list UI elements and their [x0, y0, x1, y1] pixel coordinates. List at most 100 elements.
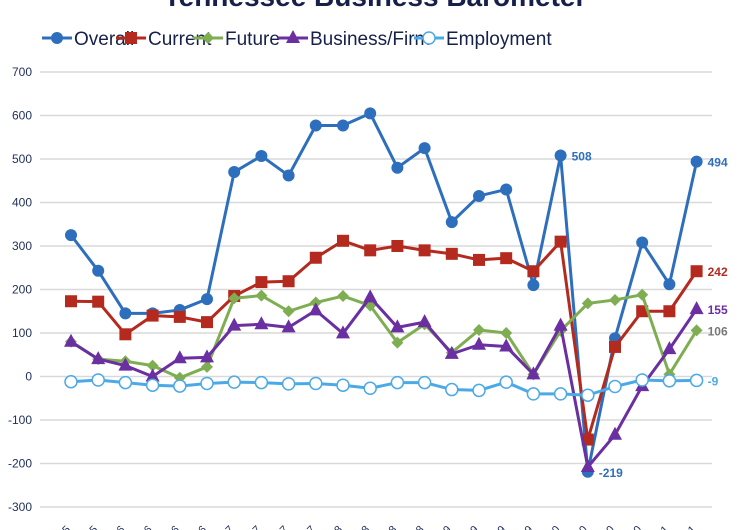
data-point	[526, 387, 541, 401]
legend-label: Business/Firm	[310, 29, 430, 50]
data-point	[527, 279, 540, 292]
x-tick-label: '18	[354, 524, 373, 530]
data-point	[125, 32, 137, 44]
series-line	[70, 239, 698, 442]
data-point	[445, 382, 459, 397]
data-point	[118, 375, 133, 390]
data-point	[473, 323, 485, 336]
data-point	[172, 350, 187, 364]
data-point	[92, 295, 105, 308]
data-point	[309, 251, 322, 264]
y-tick-label: 200	[12, 283, 32, 297]
series-employment	[64, 373, 704, 402]
data-label: 106	[708, 324, 728, 338]
data-point	[173, 379, 187, 393]
data-point	[418, 244, 431, 257]
data-point	[145, 378, 160, 392]
data-point	[337, 119, 349, 132]
data-point	[336, 325, 350, 339]
x-axis: '15 '15 '16 '16 '16 '16 '17 '17 '17 '17 '18 '18 '18 '…	[54, 524, 698, 530]
legend-item: Future	[193, 29, 280, 50]
data-point	[662, 341, 677, 355]
data-point	[472, 383, 486, 398]
y-tick-label: -300	[8, 500, 32, 514]
data-point	[390, 375, 405, 390]
series-business-firm	[64, 289, 704, 472]
y-tick-label: 100	[12, 326, 32, 340]
data-point	[51, 32, 63, 44]
data-point	[580, 458, 595, 472]
data-point	[201, 293, 213, 306]
data-point	[499, 375, 513, 389]
data-point	[609, 293, 621, 306]
legend-label: Current	[148, 29, 212, 50]
data-point	[554, 149, 567, 162]
data-point	[391, 240, 404, 252]
y-tick-label: -100	[8, 413, 32, 427]
data-point	[228, 292, 241, 305]
data-point	[119, 307, 132, 320]
data-point	[254, 316, 269, 330]
data-point	[65, 295, 77, 308]
data-point	[636, 305, 649, 318]
data-point	[500, 183, 513, 196]
series-overall	[65, 107, 703, 478]
data-point	[255, 149, 268, 162]
data-point	[690, 324, 703, 337]
x-tick-label: '15	[54, 524, 73, 530]
data-point	[609, 340, 621, 353]
y-axis: 700 600 500 400 300 200 100 0 -100 -200 -300	[8, 65, 32, 514]
data-point	[636, 288, 649, 301]
data-point	[255, 276, 268, 289]
data-point	[553, 387, 568, 401]
series-group	[64, 107, 704, 478]
data-point	[690, 155, 703, 168]
data-point	[554, 235, 567, 248]
data-point	[337, 234, 349, 247]
data-label: -9	[708, 374, 719, 388]
y-tick-label: 500	[12, 152, 32, 166]
data-label: 494	[708, 156, 728, 170]
data-point	[119, 328, 132, 341]
data-point	[636, 236, 649, 249]
data-point	[390, 319, 405, 333]
gridlines	[40, 71, 712, 508]
legend-label: Overall	[74, 29, 134, 50]
data-point	[445, 247, 458, 260]
data-point	[145, 368, 160, 382]
data-point	[64, 374, 78, 389]
data-point	[146, 359, 159, 372]
x-tick-label: '17	[299, 524, 318, 530]
data-point	[281, 377, 296, 391]
x-tick-label: '15	[82, 524, 101, 530]
data-point	[228, 166, 241, 179]
x-tick-label: '20	[626, 524, 645, 530]
data-label: 508	[572, 150, 592, 164]
data-point	[417, 314, 432, 328]
data-point	[201, 316, 213, 329]
data-point	[418, 142, 431, 155]
data-point	[472, 336, 486, 350]
x-tick-label: '17	[272, 524, 291, 530]
data-label: -219	[599, 466, 623, 480]
data-point	[337, 290, 349, 303]
data-point	[254, 375, 269, 390]
data-point	[608, 379, 622, 394]
legend-label: Employment	[446, 29, 552, 50]
legend-label: Future	[225, 29, 280, 50]
data-point	[689, 373, 704, 388]
series-line	[69, 111, 699, 474]
series-line	[70, 293, 698, 380]
data-point	[281, 319, 296, 333]
x-tick-label: '20	[598, 524, 617, 530]
x-tick-label: '19	[462, 524, 481, 530]
x-tick-label: '16	[190, 524, 209, 530]
data-point	[92, 264, 105, 277]
data-point	[581, 297, 594, 310]
data-point	[309, 119, 322, 132]
data-label: 242	[708, 265, 728, 279]
data-point	[553, 317, 568, 331]
data-point	[200, 376, 214, 391]
data-label: 155	[708, 303, 728, 317]
data-point	[690, 265, 703, 278]
